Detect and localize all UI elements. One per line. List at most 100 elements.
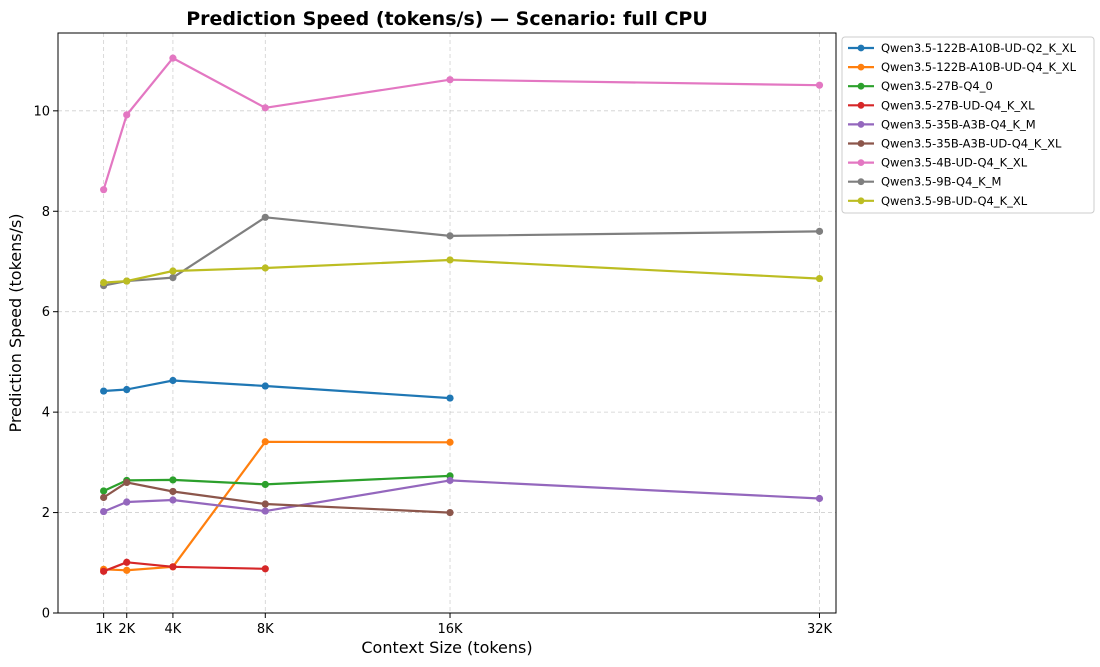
series-line: [103, 379, 451, 400]
legend-swatch-marker: [857, 159, 865, 167]
legend-item: Qwen3.5-9B-Q4_K_M: [848, 175, 1001, 189]
series-line: [103, 440, 451, 572]
data-point: [100, 567, 108, 575]
series-line: [103, 561, 266, 573]
data-point: [261, 507, 269, 515]
legend-item: Qwen3.5-4B-UD-Q4_K_XL: [848, 156, 1028, 170]
data-point: [169, 563, 177, 571]
legend-label: Qwen3.5-4B-UD-Q4_K_XL: [881, 156, 1028, 170]
series-line: [103, 479, 820, 513]
legend-item: Qwen3.5-35B-A3B-UD-Q4_K_XL: [848, 137, 1062, 151]
legend-item: Qwen3.5-27B-UD-Q4_K_XL: [848, 98, 1035, 112]
legend-item: Qwen3.5-35B-A3B-Q4_K_M: [848, 117, 1036, 131]
data-point: [169, 476, 177, 484]
data-point: [815, 494, 824, 503]
data-point: [261, 264, 269, 272]
data-point: [100, 278, 108, 287]
data-point: [169, 273, 177, 282]
y-tick-label: 6: [42, 305, 50, 320]
legend-swatch-marker: [857, 63, 865, 71]
series-1: [100, 376, 454, 402]
series-line: [103, 258, 820, 284]
x-tick-label: 1K: [95, 622, 112, 637]
series-5: [100, 476, 824, 516]
data-point: [123, 566, 131, 574]
legend-item: Qwen3.5-122B-A10B-UD-Q2_K_XL: [848, 41, 1077, 55]
series-7: [100, 54, 824, 194]
legend-swatch-marker: [857, 44, 865, 52]
series-lines: [100, 54, 824, 575]
series-line: [102, 481, 451, 514]
data-point: [169, 267, 177, 275]
data-point: [169, 496, 177, 504]
legend-label: Qwen3.5-27B-Q4_0: [881, 79, 993, 93]
data-point: [446, 508, 454, 517]
data-point: [100, 507, 108, 516]
data-point: [815, 274, 824, 283]
series-2: [100, 438, 454, 574]
legend-item: Qwen3.5-27B-Q4_0: [848, 79, 993, 93]
data-point: [446, 232, 454, 240]
data-point: [100, 387, 108, 395]
axis-ticks: 1K 2K 4K 8K 16K 32K 0 2 4 6 8 10: [33, 104, 832, 637]
series-8: [100, 213, 824, 290]
legend-label: Qwen3.5-35B-A3B-Q4_K_M: [881, 117, 1036, 131]
data-point: [446, 76, 454, 84]
data-point: [123, 498, 131, 506]
legend-swatch-marker: [857, 101, 865, 109]
data-point: [123, 277, 131, 285]
legend-swatch-marker: [857, 178, 865, 186]
data-point: [261, 480, 269, 489]
data-point: [123, 385, 131, 394]
data-point: [446, 438, 454, 446]
x-tick-label: 4K: [165, 622, 182, 637]
y-tick-label: 0: [42, 607, 50, 622]
legend-swatch-marker: [857, 140, 865, 147]
x-tick-label: 8K: [257, 622, 274, 637]
data-point: [169, 376, 177, 385]
grid-lines: [58, 33, 836, 614]
legend-label: Qwen3.5-35B-A3B-UD-Q4_K_XL: [881, 137, 1062, 151]
data-point: [261, 438, 269, 446]
series-4: [100, 558, 269, 575]
data-point: [123, 478, 131, 487]
x-axis-label: Context Size (tokens): [361, 638, 532, 657]
legend-label: Qwen3.5-9B-Q4_K_M: [881, 175, 1001, 189]
legend-swatch-marker: [857, 82, 865, 90]
legend-swatch-marker: [857, 197, 865, 205]
data-point: [261, 213, 269, 221]
y-axis-label: Prediction Speed (tokens/s): [6, 213, 25, 432]
data-point: [169, 487, 177, 496]
plot-area-frame: [57, 32, 837, 614]
legend-swatch-marker: [857, 121, 865, 128]
legend-item: Qwen3.5-9B-UD-Q4_K_XL: [848, 194, 1028, 208]
data-point: [123, 558, 131, 566]
data-point: [815, 81, 824, 89]
data-point: [261, 104, 269, 112]
y-tick-label: 2: [42, 506, 50, 521]
y-tick-label: 4: [42, 406, 50, 421]
data-point: [815, 227, 824, 235]
legend-label: Qwen3.5-9B-UD-Q4_K_XL: [881, 194, 1028, 208]
data-point: [261, 500, 269, 508]
y-tick-label: 10: [33, 104, 50, 119]
legend-label: Qwen3.5-27B-UD-Q4_K_XL: [881, 98, 1035, 112]
data-point: [169, 54, 177, 62]
series-line: [102, 56, 820, 191]
x-tick-label: 16K: [437, 622, 463, 637]
legend-item: Qwen3.5-122B-A10B-UD-Q4_K_XL: [848, 60, 1077, 74]
series-6: [100, 478, 454, 517]
series-3: [100, 472, 454, 495]
legend-label: Qwen3.5-122B-A10B-UD-Q2_K_XL: [881, 41, 1077, 55]
legend-label: Qwen3.5-122B-A10B-UD-Q4_K_XL: [881, 60, 1077, 74]
chart-title: Prediction Speed (tokens/s) — Scenario: …: [186, 8, 708, 30]
data-point: [100, 487, 108, 495]
data-point: [261, 565, 269, 573]
data-point: [446, 476, 454, 485]
legend: Qwen3.5-122B-A10B-UD-Q2_K_XL Qwen3.5-122B…: [841, 36, 1095, 214]
data-point: [446, 394, 454, 402]
series-9: [100, 256, 824, 287]
data-point: [123, 111, 131, 119]
data-point: [100, 186, 108, 194]
